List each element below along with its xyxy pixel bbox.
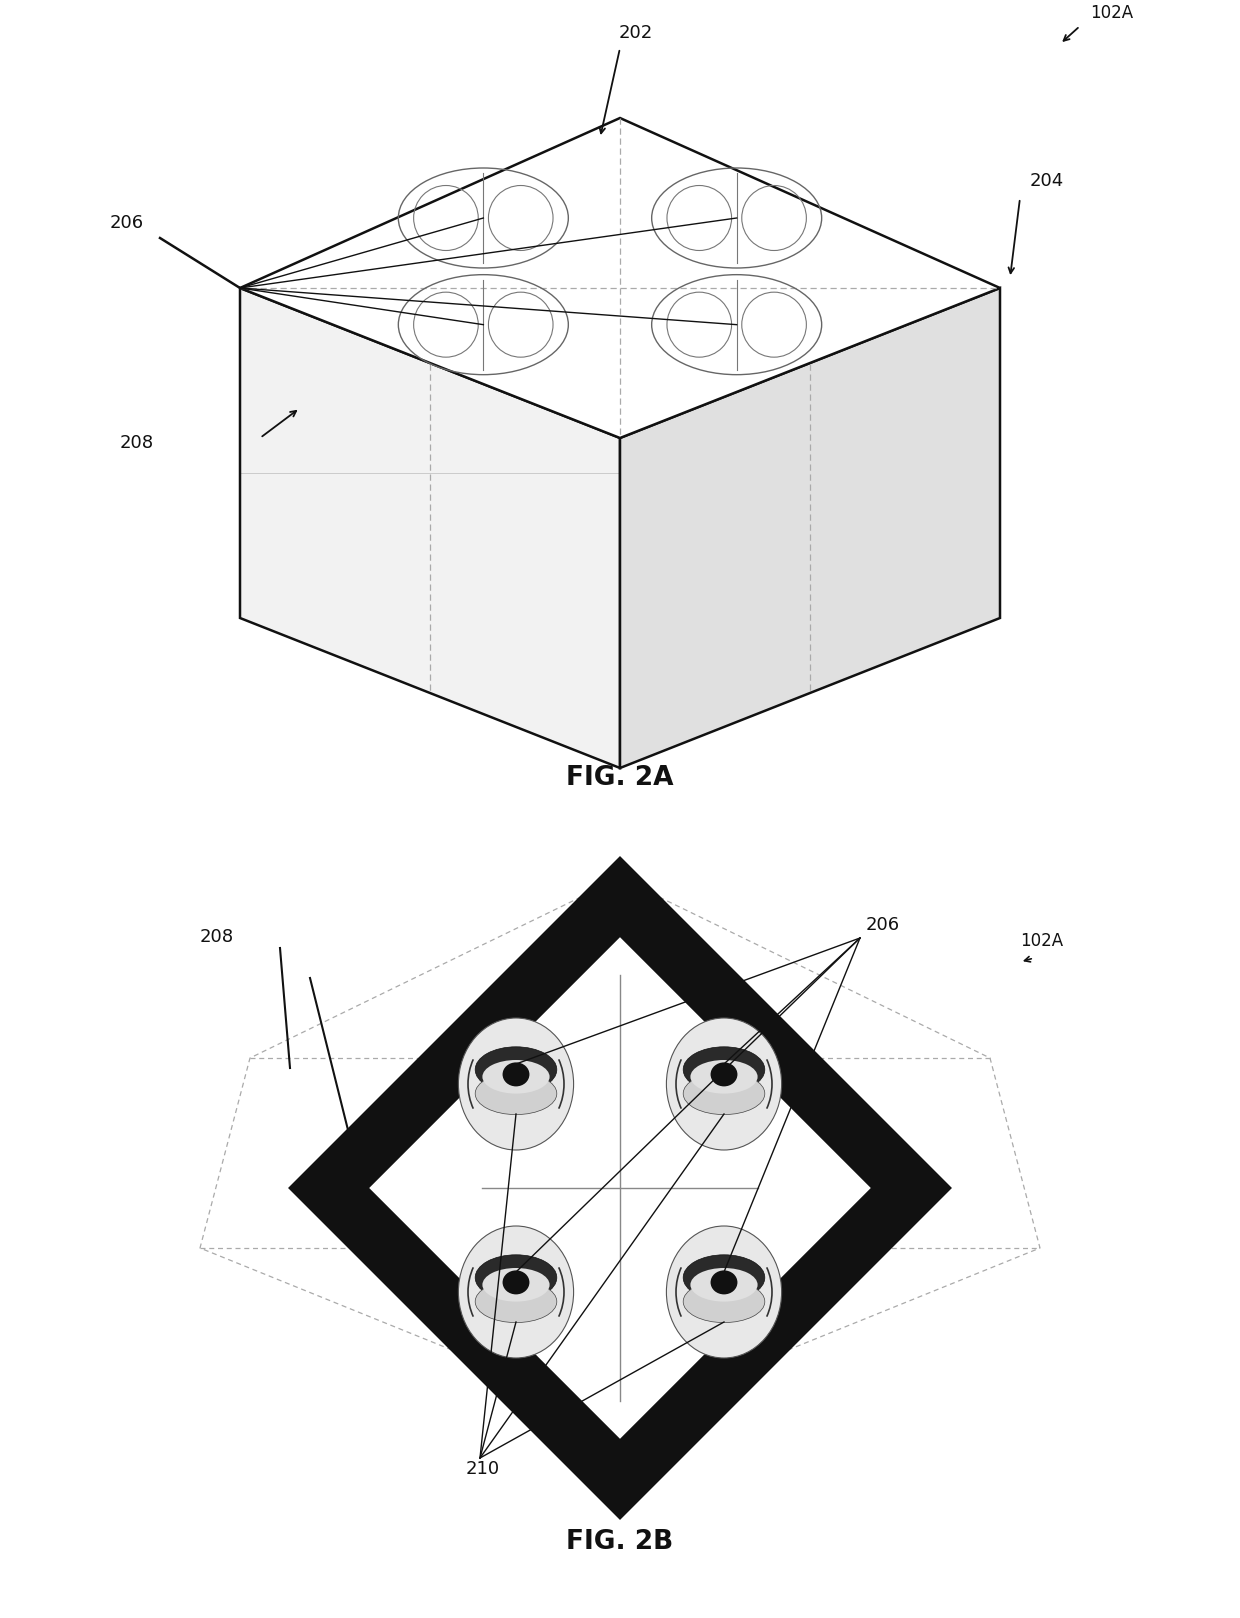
Text: 210: 210 (466, 1459, 500, 1477)
Ellipse shape (683, 1047, 765, 1092)
Ellipse shape (475, 1047, 557, 1092)
Text: 208: 208 (120, 434, 154, 451)
Ellipse shape (683, 1073, 765, 1115)
Ellipse shape (683, 1256, 765, 1301)
Ellipse shape (691, 1060, 758, 1094)
Text: 206: 206 (866, 916, 900, 934)
Text: 204: 204 (1030, 172, 1064, 189)
Ellipse shape (502, 1063, 529, 1086)
Ellipse shape (475, 1256, 557, 1301)
Ellipse shape (711, 1063, 738, 1086)
Ellipse shape (475, 1073, 557, 1115)
Text: 202: 202 (619, 24, 653, 42)
Ellipse shape (459, 1018, 574, 1150)
Text: 102A: 102A (1090, 3, 1133, 23)
Text: FIG. 2A: FIG. 2A (567, 765, 673, 791)
Ellipse shape (683, 1280, 765, 1322)
Text: FIG. 2B: FIG. 2B (567, 1529, 673, 1555)
Ellipse shape (482, 1060, 549, 1094)
Ellipse shape (502, 1270, 529, 1294)
Polygon shape (620, 288, 999, 769)
Polygon shape (241, 288, 620, 769)
Ellipse shape (666, 1226, 781, 1358)
Polygon shape (290, 858, 950, 1518)
Ellipse shape (666, 1018, 781, 1150)
Ellipse shape (475, 1280, 557, 1322)
Ellipse shape (482, 1269, 549, 1301)
Polygon shape (241, 118, 999, 438)
Text: 102A: 102A (1021, 932, 1063, 950)
Text: 206: 206 (110, 214, 144, 231)
Ellipse shape (711, 1270, 738, 1294)
Ellipse shape (459, 1226, 574, 1358)
Text: 208: 208 (200, 929, 234, 947)
Ellipse shape (691, 1269, 758, 1301)
Polygon shape (370, 937, 870, 1438)
